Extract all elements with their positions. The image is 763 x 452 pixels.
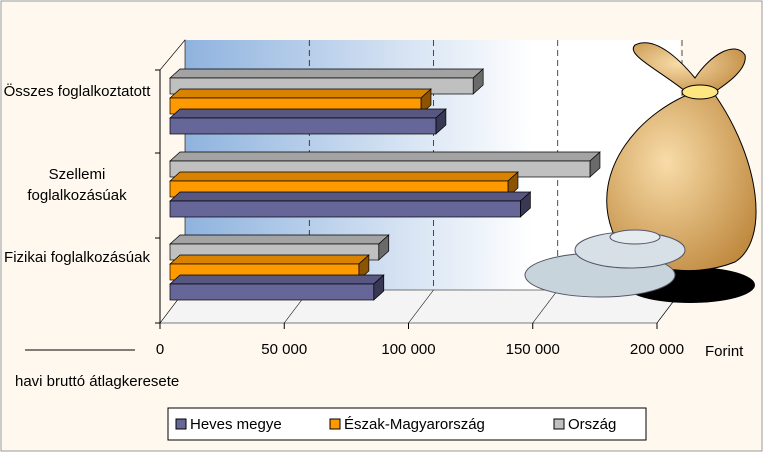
bar-top — [169, 274, 385, 285]
bar-top — [169, 191, 532, 202]
bar — [169, 200, 521, 218]
legend-box — [167, 407, 647, 441]
coin — [609, 229, 661, 245]
x-axis-label: havi bruttó átlagkeresete — [15, 373, 179, 390]
legend-label: Ország — [568, 416, 616, 433]
bar-top — [169, 254, 370, 265]
legend-swatch — [553, 418, 565, 430]
bar-top — [169, 234, 390, 245]
bag-top — [632, 42, 746, 96]
legend-swatch — [329, 418, 341, 430]
bar-top — [169, 88, 432, 99]
bar — [169, 283, 375, 301]
category-label: Szellemi foglalkozásúak — [27, 166, 127, 204]
floor-grid-line — [532, 289, 558, 324]
floor-grid-line — [408, 289, 434, 324]
bar-top — [169, 108, 447, 119]
legend-label: Észak-Magyarország — [344, 416, 485, 433]
legend-swatch — [175, 418, 187, 430]
x-unit: Forint — [705, 343, 744, 360]
bar-top — [169, 171, 519, 182]
x-tick-label: 150 000 — [506, 341, 560, 358]
money-bag — [524, 42, 757, 303]
x-tick-label: 200 000 — [630, 341, 684, 358]
bar-top — [169, 68, 485, 79]
bag-string — [681, 84, 719, 100]
x-tick-label: 50 000 — [261, 341, 307, 358]
category-label: Fizikai foglalkozásúak — [4, 249, 150, 266]
legend-label: Heves megye — [190, 416, 282, 433]
x-tick-label: 100 000 — [381, 341, 435, 358]
x-tick-label: 0 — [156, 341, 164, 358]
bar-top — [169, 151, 601, 162]
category-label: Összes foglalkoztatott — [3, 83, 151, 100]
bar — [169, 117, 437, 135]
